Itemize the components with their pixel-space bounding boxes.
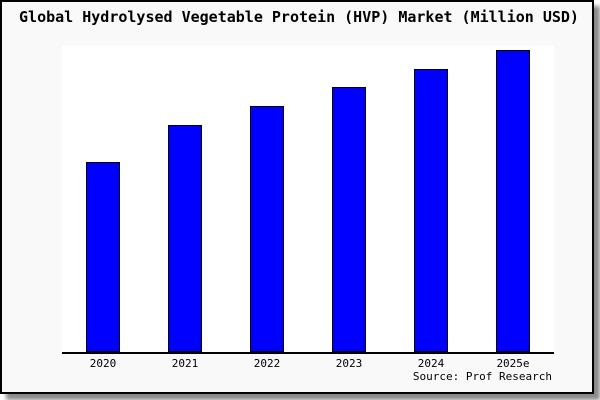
x-tick-label-2023: 2023 — [335, 357, 363, 370]
x-tick-label-2024: 2024 — [417, 357, 445, 370]
x-tick-label-2020: 2020 — [89, 357, 117, 370]
bar-2024 — [414, 69, 448, 352]
bar-2022 — [250, 106, 284, 352]
x-tick-label-2022: 2022 — [253, 357, 281, 370]
x-axis-labels: 2020 2021 2022 2023 2024 2025e — [62, 357, 554, 371]
bar-2021 — [168, 125, 202, 352]
bar-2020 — [86, 162, 120, 352]
source-caption: Source: Prof Research — [412, 370, 552, 383]
bar-2023 — [332, 87, 366, 352]
x-tick-label-2025e: 2025e — [496, 357, 530, 370]
bar-2025e — [496, 50, 530, 352]
chart-title: Global Hydrolysed Vegetable Protein (HVP… — [19, 8, 579, 26]
plot-area — [62, 46, 554, 354]
chart-frame: Global Hydrolysed Vegetable Protein (HVP… — [0, 0, 594, 394]
x-tick-label-2021: 2021 — [171, 357, 199, 370]
